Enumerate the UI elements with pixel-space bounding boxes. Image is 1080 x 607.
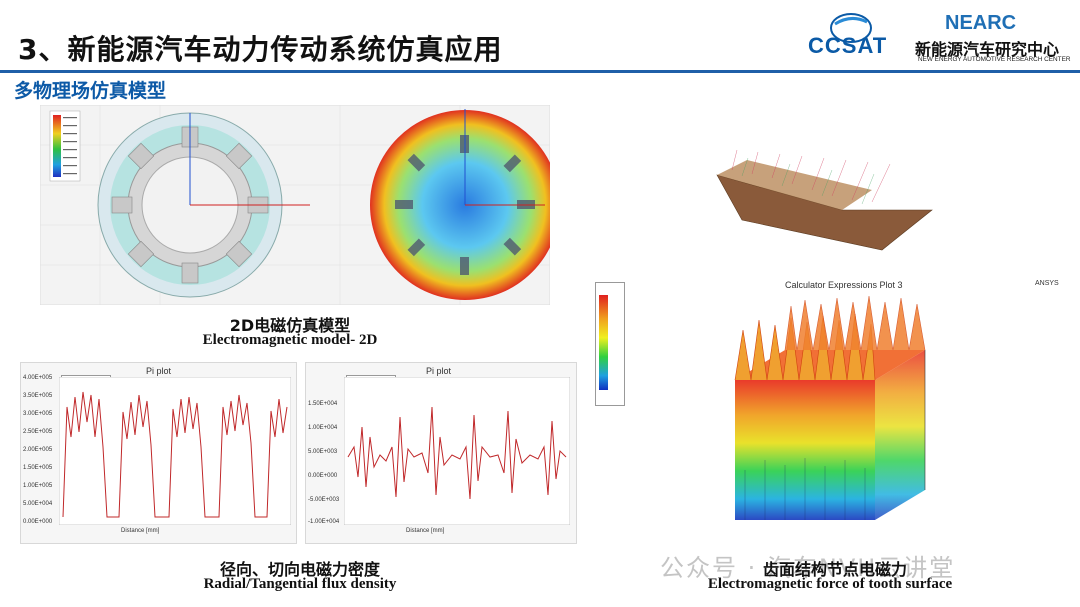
- nearc-logo-text: NEARC: [945, 12, 1017, 34]
- caption-2d-model-en: Electromagnetic model- 2D: [202, 332, 378, 348]
- caption-tooth-cn: 齿面结构节点电磁力: [762, 560, 907, 579]
- tooth-force-vector-image: [716, 150, 933, 251]
- tangential-ytick: 5.00E+003: [308, 449, 338, 455]
- radial-ytick: 1.00E+005: [23, 483, 53, 489]
- radial-ytick: 3.00E+005: [23, 411, 53, 417]
- tangential-xlabel: Distance [mm]: [406, 528, 445, 534]
- tangential-flux-plot: Pi plot 1.50E+004 1.00E+004 5.00E+003 0.…: [305, 362, 577, 544]
- radial-plot-title: Pi plot: [146, 366, 172, 376]
- tangential-ytick: 1.00E+004: [308, 425, 338, 431]
- radial-ytick: 1.50E+005: [23, 465, 53, 471]
- tangential-ytick: 0.00E+000: [308, 473, 338, 479]
- page-title: 3、新能源汽车动力传动系统仿真应用: [18, 33, 503, 66]
- tangential-ytick: 1.50E+004: [308, 401, 338, 407]
- tangential-plot-title: Pi plot: [426, 366, 452, 376]
- section-subtitle: 多物理场仿真模型: [14, 80, 167, 102]
- nearc-logo-en: NEW ENERGY AUTOMOTIVE RESEARCH CENTER: [918, 56, 1071, 63]
- caption-2d-model-cn: 2D电磁仿真模型: [229, 316, 351, 335]
- radial-ytick: 2.00E+005: [23, 447, 53, 453]
- tangential-ytick: -5.00E+003: [308, 497, 340, 503]
- surface-3d: [734, 295, 926, 520]
- watermark: 公众号 · 汽车NVH云讲堂: [660, 554, 956, 582]
- caption-tooth-en: Electromagnetic force of tooth surface: [707, 576, 953, 592]
- radial-flux-plot: Pi plot 4.00E+005 3.50E+005 3.00E+005 2.…: [20, 362, 297, 544]
- nearc-logo-cn: 新能源汽车研究中心: [915, 40, 1060, 59]
- title-divider: [0, 70, 1080, 73]
- radial-xlabel: Distance [mm]: [121, 528, 160, 534]
- tooth-force-surface-plot: Calculator Expressions Plot 3 ANSYS: [595, 270, 1065, 530]
- radial-ytick: 5.00E+004: [23, 501, 53, 507]
- caption-flux-en: Radial/Tangential flux density: [203, 576, 397, 592]
- radial-ytick: 2.50E+005: [23, 429, 53, 435]
- surface-plot-title: Calculator Expressions Plot 3: [785, 280, 903, 290]
- radial-curve: [59, 377, 291, 525]
- radial-ytick: 4.00E+005: [23, 375, 53, 381]
- tangential-curve: [344, 377, 570, 525]
- ccsat-logo-text: CCSAT: [808, 33, 888, 58]
- surface-legend: [595, 282, 625, 406]
- stator-2d-model-image: [40, 105, 550, 305]
- caption-flux-cn: 径向、切向电磁力密度: [219, 560, 380, 579]
- tangential-ytick: -1.00E+004: [308, 519, 340, 525]
- ccsat-logo: [830, 13, 872, 43]
- radial-ytick: 3.50E+005: [23, 393, 53, 399]
- radial-ytick: 0.00E+000: [23, 519, 53, 525]
- ansys-brand: ANSYS: [1035, 280, 1059, 287]
